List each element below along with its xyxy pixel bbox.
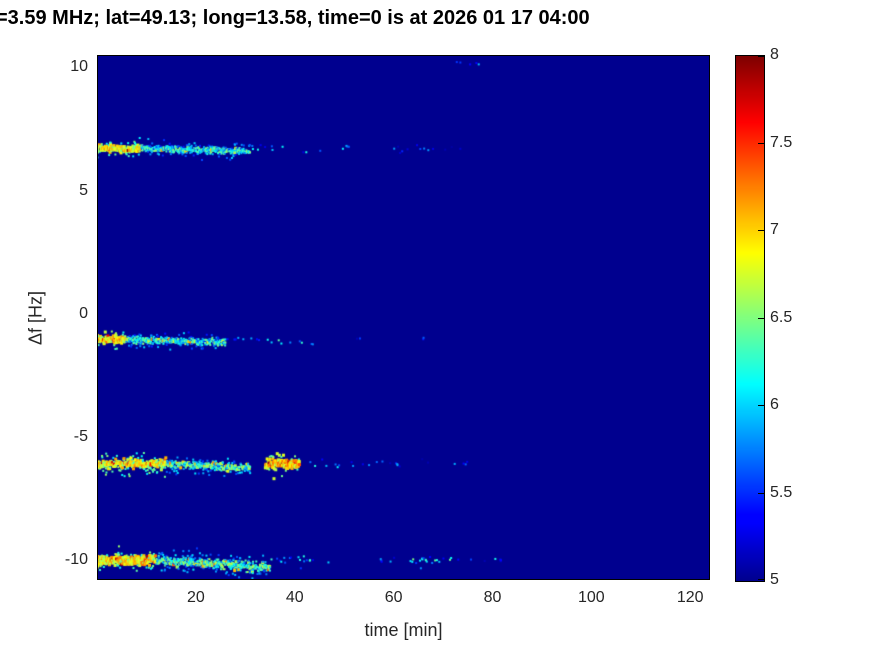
colorbar-tick-mark: [758, 230, 764, 231]
colorbar-tick-mark: [758, 405, 764, 406]
colorbar-canvas: [735, 55, 765, 582]
x-tick-label: 100: [577, 589, 605, 606]
colorbar-tick-label: 6.5: [770, 308, 793, 326]
colorbar-tick-label: 6: [770, 396, 779, 413]
colorbar-tick-label: 8: [770, 46, 779, 63]
y-tick-label: 10: [70, 58, 88, 76]
colorbar-tick-mark: [758, 579, 764, 580]
colorbar-tick-label: 7.5: [770, 133, 793, 151]
heatmap-canvas: [97, 55, 710, 580]
y-tick-label: 5: [79, 181, 88, 199]
colorbar-tick-mark: [758, 492, 764, 494]
colorbar-tick-label: 7: [770, 221, 779, 238]
y-tick-label: 0: [79, 304, 88, 322]
colorbar-tick-label: 5.5: [770, 483, 793, 501]
y-tick-label: -10: [64, 551, 88, 569]
x-tick-label: 20: [186, 589, 205, 606]
colorbar-tick-mark: [758, 317, 764, 319]
x-tick-label: 40: [285, 589, 304, 606]
y-tick-label: -5: [73, 428, 88, 446]
chart-title: =3.59 MHz; lat=49.13; long=13.58, time=0…: [0, 7, 590, 29]
x-axis-label: time [min]: [364, 620, 443, 640]
colorbar-tick-label: 5: [770, 571, 779, 588]
colorbar-tick-mark: [758, 142, 764, 144]
x-tick-label: 120: [676, 589, 704, 606]
colorbar-tick-mark: [758, 56, 764, 57]
x-tick-label: 60: [384, 589, 403, 606]
x-tick-label: 80: [483, 589, 502, 606]
